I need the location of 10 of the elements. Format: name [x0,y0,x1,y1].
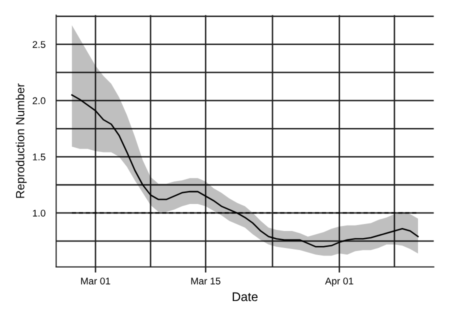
x-tick-label: Mar 15 [191,278,220,284]
y-tick-label: 1.5 [32,154,46,160]
y-tick-label: 1.0 [32,210,46,217]
x-tick-label: Mar 01 [81,278,110,284]
y-axis-title: Reproduction Number [16,83,27,198]
y-tick-label: 2.5 [32,41,46,48]
line-series [71,94,419,248]
x-tick-label: Apr 01 [325,278,354,286]
y-tick-label: 2.0 [32,97,46,104]
x-axis-title: Date [232,292,258,302]
